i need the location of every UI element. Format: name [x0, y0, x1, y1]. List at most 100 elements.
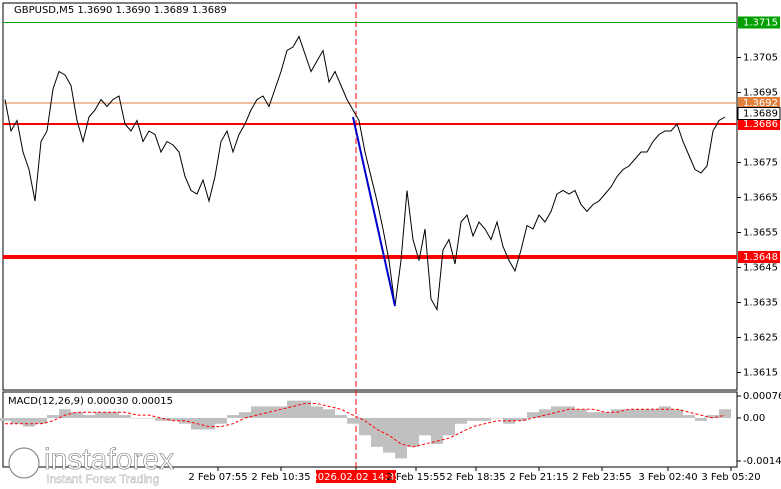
macd-bar: [155, 417, 167, 421]
logo-icon: [8, 447, 40, 479]
y-tick-label: 1.3615: [743, 368, 778, 379]
macd-bar: [299, 400, 311, 418]
macd-bar: [671, 409, 683, 418]
macd-bar: [443, 417, 455, 436]
macd-bar: [119, 415, 131, 418]
y-tick-label: 1.3695: [743, 88, 778, 99]
macd-bar: [491, 417, 503, 419]
macd-bar: [719, 409, 731, 418]
macd-bar: [527, 412, 539, 418]
macd-bar: [431, 417, 443, 444]
watermark-brand: instaforex: [44, 443, 174, 476]
macd-panel: [2, 391, 738, 468]
x-tick-highlight: [316, 470, 396, 483]
x-tick-label: 3 Feb 05:20: [701, 472, 760, 483]
macd-title: MACD(12,26,9) 0.00030 0.00015: [8, 396, 173, 407]
macd-bar: [659, 406, 671, 418]
macd-bar: [635, 409, 647, 418]
macd-bar: [623, 409, 635, 418]
macd-bar: [239, 412, 251, 418]
macd-bar: [575, 409, 587, 418]
watermark: instaforex Instant Forex Trading: [8, 443, 174, 486]
macd-bar: [251, 406, 263, 418]
macd-bar: [383, 417, 395, 453]
macd-bar: [287, 400, 299, 418]
x-tick-label: 2 Feb 10:35: [251, 472, 310, 483]
level-label-box: [738, 97, 780, 109]
y-tick-label: 1.3655: [743, 228, 778, 239]
y-tick-label: 1.3675: [743, 158, 778, 169]
level-label: 1.3648: [743, 252, 778, 263]
macd-bar: [0, 417, 11, 421]
x-tick-label: 2 Feb 21:15: [509, 472, 568, 483]
x-tick-label: 2 Feb 18:35: [446, 472, 505, 483]
macd-bar: [107, 412, 119, 418]
macd-bar: [23, 417, 35, 427]
macd-bar: [227, 415, 239, 418]
plot-layer: 1.37051.36951.36751.36651.36551.36451.36…: [0, 3, 781, 483]
y-tick-label: 0.00: [743, 413, 765, 424]
last-price-label: 1.3689: [743, 109, 778, 120]
y-tick-label: 1.3665: [743, 193, 778, 204]
watermark-tagline: Instant Forex Trading: [46, 472, 159, 486]
y-tick-label: 1.3705: [743, 53, 778, 64]
macd-bar: [47, 415, 59, 418]
macd-bar: [479, 417, 491, 421]
macd-bar: [395, 417, 407, 459]
macd-bar: [59, 409, 71, 418]
price-line: [4, 35, 726, 312]
y-tick-label: 1.3645: [743, 263, 778, 274]
x-tick-label: 2 Feb 23:55: [572, 472, 631, 483]
macd-bar: [599, 412, 611, 418]
macd-bar: [323, 409, 335, 418]
y-tick-label: 1.3625: [743, 333, 778, 344]
macd-bar: [647, 409, 659, 418]
macd-bar: [11, 417, 23, 424]
macd-bar: [131, 417, 143, 419]
y-tick-label: -0.00149: [743, 456, 781, 467]
macd-bar: [167, 417, 179, 421]
x-tick-label: 3 Feb 02:40: [638, 472, 697, 483]
macd-bar: [335, 415, 347, 418]
macd-bar: [707, 415, 719, 418]
x-tick-label: 2 Feb 15:55: [386, 472, 445, 483]
macd-bar: [275, 406, 287, 418]
macd-bar: [515, 417, 527, 421]
macd-bar: [539, 409, 551, 418]
macd-bar: [563, 406, 575, 418]
macd-bar: [203, 417, 215, 430]
last-price-box: [737, 107, 781, 120]
macd-bar: [683, 415, 695, 418]
level-label: 1.3715: [743, 18, 778, 29]
macd-bar: [215, 417, 227, 424]
macd-bar: [371, 417, 383, 447]
price-panel: [2, 2, 738, 391]
macd-bar: [359, 417, 371, 436]
macd-bar: [695, 417, 707, 421]
y-tick-label: 1.3635: [743, 298, 778, 309]
chart-title: GBPUSD,M5 1.3690 1.3690 1.3689 1.3689: [14, 5, 227, 16]
macd-bar: [455, 417, 467, 424]
macd-bar: [35, 417, 47, 424]
macd-bar: [611, 409, 623, 418]
x-tick-label: 2026.02.02 14:35: [311, 472, 400, 483]
y-tick-label: 0.00076: [743, 391, 781, 402]
macd-bar: [71, 412, 83, 418]
level-label-box: [738, 16, 780, 29]
x-tick-label: 2 Feb 07:55: [188, 472, 247, 483]
macd-bar: [407, 417, 419, 447]
level-label-box: [738, 118, 780, 130]
macd-bar: [347, 417, 359, 424]
signal-line: [5, 403, 726, 448]
level-label: 1.3686: [743, 119, 778, 130]
macd-bar: [587, 412, 599, 418]
level-label: 1.3692: [743, 98, 778, 109]
macd-bar: [419, 417, 431, 436]
macd-bar: [83, 415, 95, 418]
macd-bar: [311, 406, 323, 418]
level-label-box: [738, 251, 780, 263]
trend-line: [352, 116, 396, 307]
macd-bar: [143, 417, 155, 419]
